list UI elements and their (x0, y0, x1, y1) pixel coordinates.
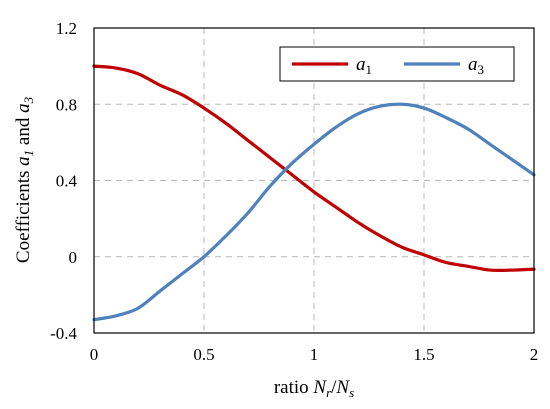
x-axis-title: ratio Nr/Ns (274, 377, 354, 400)
x-tick-labels: 0 0.5 1 1.5 2 (90, 345, 539, 364)
series-line-a3 (92, 102, 536, 322)
y-tick-label: -0.4 (50, 324, 77, 343)
y-tick-labels: -0.4 0 0.4 0.8 1.2 (50, 19, 77, 343)
x-tick-label: 1.5 (413, 345, 434, 364)
x-tick-label: 0 (90, 345, 99, 364)
x-tick-label: 1 (310, 345, 319, 364)
legend: a1 a3 (279, 46, 515, 82)
y-axis-title: Coefficients a1 and a3 (13, 96, 36, 263)
x-tick-label: 2 (530, 345, 539, 364)
y-tick-label: 0 (69, 248, 78, 267)
y-tick-label: 1.2 (56, 19, 77, 38)
legend-label-a1: a1 (356, 54, 372, 77)
series-lines (92, 64, 536, 322)
series-line-a1 (92, 64, 536, 273)
y-tick-label: 0.4 (56, 172, 78, 191)
grid-lines (94, 28, 534, 333)
y-tick-label: 0.8 (56, 95, 77, 114)
x-tick-label: 0.5 (193, 345, 214, 364)
plot-frame (93, 27, 535, 334)
legend-label-a3: a3 (468, 54, 484, 77)
